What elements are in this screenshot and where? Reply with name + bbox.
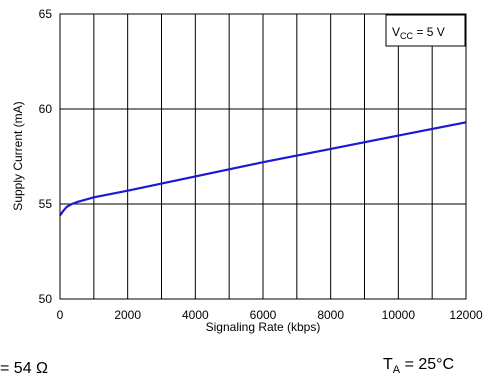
footnote-right-rest: = 25°C (400, 356, 455, 373)
y-tick-label: 50 (39, 292, 53, 306)
x-tick-label: 12000 (449, 308, 483, 322)
x-tick-label: 2000 (114, 308, 141, 322)
x-tick-label: 8000 (317, 308, 344, 322)
y-tick-label: 55 (39, 197, 53, 211)
plot-frame (59, 13, 467, 300)
x-tick-label: 6000 (250, 308, 277, 322)
supply-current-series-line (59, 121, 467, 217)
y-axis-label: Supply Current (mA) (11, 101, 25, 210)
series-group (59, 121, 467, 217)
vcc-label-main: V (392, 25, 400, 39)
tick-labels: 0 2000 4000 6000 8000 10000 12000 50 55 60 65 (39, 7, 483, 322)
grid-lines (60, 14, 466, 299)
vcc-label-sub: CC (400, 31, 413, 41)
x-tick-label: 0 (57, 308, 64, 322)
footnote-right-sub: A (392, 364, 401, 377)
x-tick-label: 10000 (382, 308, 416, 322)
x-axis-label: Signaling Rate (kbps) (206, 320, 321, 334)
footnote-left: = 54 Ω (0, 360, 48, 377)
svg-text:VCC = 5 V: VCC = 5 V (392, 25, 445, 41)
footnote-right: TA = 25°C (383, 356, 454, 376)
footnote-right-main: T (383, 356, 393, 373)
vcc-label-rest: = 5 V (413, 25, 445, 39)
vcc-legend-box: VCC = 5 V (385, 14, 466, 47)
y-tick-label: 65 (39, 7, 53, 21)
x-tick-label: 4000 (182, 308, 209, 322)
y-tick-label: 60 (39, 102, 53, 116)
